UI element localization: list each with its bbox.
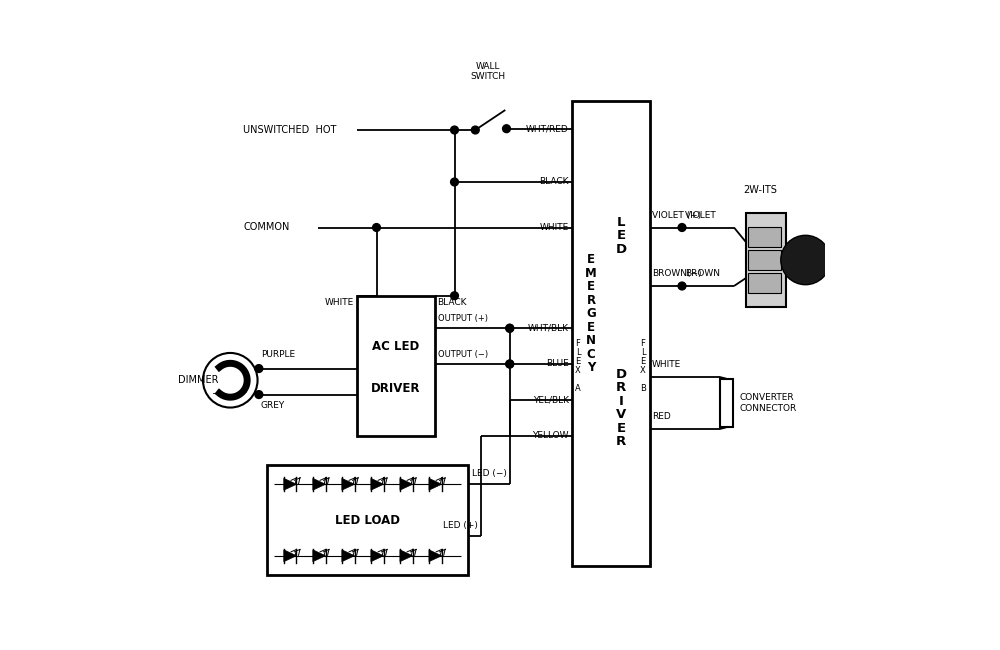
Text: F
L
E
X

B: F L E X B <box>640 339 646 393</box>
Circle shape <box>451 292 458 300</box>
Text: PURPLE: PURPLE <box>261 350 295 359</box>
Text: COMMON: COMMON <box>243 222 290 233</box>
Circle shape <box>451 126 458 134</box>
Bar <box>572 101 650 566</box>
Polygon shape <box>313 550 326 562</box>
Text: +: + <box>239 388 246 397</box>
Text: BROWN(−): BROWN(−) <box>652 269 702 278</box>
Polygon shape <box>400 478 413 490</box>
Bar <box>748 250 781 270</box>
Circle shape <box>471 126 479 134</box>
Text: 2W-ITS: 2W-ITS <box>743 185 777 195</box>
Polygon shape <box>371 550 384 562</box>
Text: LED (+): LED (+) <box>443 521 478 530</box>
Polygon shape <box>342 478 355 490</box>
Text: GREY: GREY <box>261 401 285 410</box>
Polygon shape <box>284 478 296 490</box>
Text: DIMMER: DIMMER <box>178 375 219 385</box>
Circle shape <box>506 324 514 332</box>
Bar <box>720 378 733 428</box>
Text: UNSWITCHED  HOT: UNSWITCHED HOT <box>243 125 337 135</box>
Text: BLACK: BLACK <box>438 298 467 307</box>
Text: OUTPUT (+): OUTPUT (+) <box>438 314 488 323</box>
Bar <box>267 465 468 575</box>
Polygon shape <box>429 550 442 562</box>
Text: OUTPUT (−): OUTPUT (−) <box>438 350 488 359</box>
Polygon shape <box>400 550 413 562</box>
Circle shape <box>781 235 830 285</box>
Text: CONVERTER
CONNECTOR: CONVERTER CONNECTOR <box>739 393 796 413</box>
Text: WHITE: WHITE <box>325 298 354 307</box>
Text: AC LED: AC LED <box>372 339 420 352</box>
Text: LED (−): LED (−) <box>472 469 507 478</box>
Circle shape <box>373 224 380 231</box>
Polygon shape <box>284 550 296 562</box>
Circle shape <box>255 365 263 372</box>
Polygon shape <box>371 478 384 490</box>
Text: YELLOW: YELLOW <box>532 431 569 440</box>
Circle shape <box>255 391 263 398</box>
Bar <box>748 227 781 247</box>
Text: WHITE: WHITE <box>540 223 569 232</box>
Circle shape <box>503 125 510 133</box>
Text: YEL/BLK: YEL/BLK <box>533 395 569 404</box>
Text: −: − <box>211 388 219 397</box>
Text: VIOLET (+): VIOLET (+) <box>652 211 701 220</box>
Text: F
L
E
X

A: F L E X A <box>575 339 581 393</box>
Text: BROWN: BROWN <box>685 269 720 278</box>
Text: D
R
I
V
E
R: D R I V E R <box>615 368 626 448</box>
Text: BLUE: BLUE <box>546 359 569 369</box>
Polygon shape <box>313 478 326 490</box>
Circle shape <box>678 282 686 290</box>
Bar <box>746 213 786 307</box>
Circle shape <box>506 324 514 332</box>
Bar <box>748 273 781 292</box>
Text: VIOLET: VIOLET <box>685 211 717 220</box>
Circle shape <box>506 360 514 368</box>
Text: WHT/BLK: WHT/BLK <box>528 324 569 333</box>
Text: WHITE: WHITE <box>652 360 681 369</box>
Circle shape <box>506 360 514 368</box>
Circle shape <box>451 178 458 186</box>
Text: WHT/RED: WHT/RED <box>526 124 569 133</box>
Text: DRIVER: DRIVER <box>371 382 421 395</box>
Text: RED: RED <box>652 412 671 421</box>
Polygon shape <box>429 478 442 490</box>
Text: E
M
E
R
G
E
N
C
Y: E M E R G E N C Y <box>585 253 597 374</box>
Text: L
E
D: L E D <box>615 216 626 255</box>
Text: BLACK: BLACK <box>539 177 569 187</box>
Circle shape <box>678 224 686 231</box>
Bar <box>357 296 435 436</box>
Text: WALL
SWITCH: WALL SWITCH <box>470 62 505 81</box>
Text: LED LOAD: LED LOAD <box>335 514 400 526</box>
Polygon shape <box>342 550 355 562</box>
